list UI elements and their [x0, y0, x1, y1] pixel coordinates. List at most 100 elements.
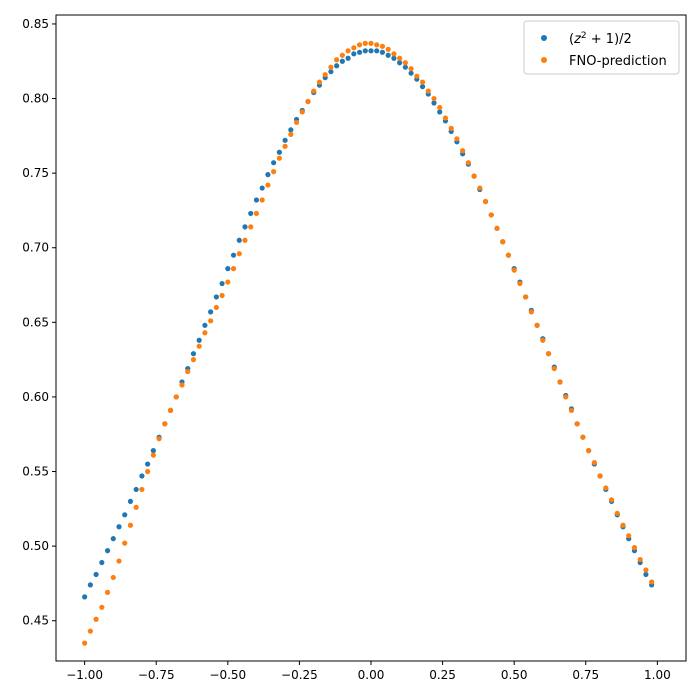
- x-tick-label: 0.25: [429, 668, 456, 682]
- point-series-2: [597, 473, 603, 479]
- point-series-2: [82, 640, 88, 646]
- point-series-2: [454, 136, 460, 142]
- point-series-2: [288, 131, 294, 137]
- point-series-2: [208, 318, 214, 324]
- point-series-2: [316, 79, 323, 85]
- point-series-1: [104, 548, 111, 554]
- point-series-2: [225, 279, 231, 285]
- point-series-2: [362, 40, 368, 46]
- point-series-2: [523, 294, 529, 300]
- point-series-2: [230, 266, 237, 272]
- point-series-2: [374, 42, 380, 48]
- legend-marker-series-1: [541, 35, 547, 41]
- point-series-1: [196, 337, 202, 343]
- point-series-2: [368, 40, 374, 46]
- point-series-1: [334, 63, 340, 69]
- point-series-1: [265, 172, 271, 178]
- point-series-2: [540, 337, 546, 343]
- point-series-1: [431, 100, 437, 106]
- point-series-2: [505, 252, 512, 258]
- legend-label-series-1: (z2 + 1)/2: [569, 31, 632, 47]
- point-series-2: [127, 522, 134, 528]
- point-series-1: [82, 594, 88, 600]
- point-series-1: [133, 486, 139, 493]
- point-series-2: [391, 51, 397, 57]
- point-series-1: [190, 351, 197, 357]
- point-series-2: [614, 510, 620, 516]
- point-series-2: [173, 394, 179, 400]
- point-series-2: [139, 486, 145, 493]
- point-series-2: [471, 173, 477, 179]
- point-series-1: [362, 48, 368, 54]
- point-series-1: [419, 84, 426, 90]
- point-series-2: [419, 79, 426, 85]
- point-series-2: [87, 628, 93, 634]
- point-series-2: [568, 407, 575, 413]
- point-series-2: [190, 357, 197, 363]
- point-series-2: [351, 45, 357, 51]
- y-tick-label: 0.60: [22, 390, 49, 404]
- point-series-2: [236, 251, 242, 257]
- point-series-2: [626, 533, 632, 539]
- point-series-1: [139, 473, 145, 479]
- point-series-2: [408, 66, 414, 72]
- point-series-2: [608, 497, 615, 503]
- x-tick-label: 0.00: [358, 668, 385, 682]
- point-series-2: [242, 237, 248, 243]
- point-series-2: [185, 368, 191, 375]
- point-series-1: [271, 160, 277, 166]
- point-series-2: [356, 42, 363, 48]
- point-series-1: [379, 49, 386, 55]
- point-series-2: [465, 160, 471, 166]
- point-series-2: [282, 143, 288, 149]
- point-series-2: [586, 448, 592, 454]
- point-series-2: [402, 60, 408, 66]
- point-series-2: [460, 148, 466, 154]
- point-series-2: [93, 616, 99, 622]
- point-series-2: [167, 407, 174, 413]
- x-axis: −1.00 −0.75 −0.50 −0.25 0.00 0.25 0.50 0.75 1.00: [66, 661, 671, 682]
- point-series-2: [253, 210, 260, 217]
- point-series-2: [637, 556, 643, 563]
- point-series-2: [202, 330, 208, 336]
- point-series-2: [345, 48, 351, 54]
- point-series-2: [179, 382, 185, 388]
- y-tick-label: 0.55: [22, 465, 49, 479]
- x-tick-label: −0.75: [138, 668, 175, 682]
- point-series-1: [208, 309, 214, 315]
- points-layer: [82, 40, 655, 646]
- point-series-1: [259, 185, 265, 191]
- point-series-2: [162, 421, 168, 427]
- point-series-1: [437, 109, 443, 115]
- point-series-2: [431, 95, 437, 102]
- legend-label-series-2: FNO-prediction: [569, 54, 667, 69]
- y-tick-label: 0.80: [22, 92, 49, 106]
- point-series-2: [259, 197, 265, 203]
- point-series-1: [391, 55, 397, 61]
- point-series-1: [225, 266, 231, 272]
- point-series-2: [437, 104, 443, 111]
- point-series-2: [477, 185, 483, 191]
- point-series-2: [110, 574, 116, 581]
- point-series-1: [87, 582, 93, 588]
- legend-marker-series-2: [541, 57, 547, 63]
- point-series-2: [271, 169, 277, 175]
- point-series-2: [379, 43, 386, 49]
- y-tick-label: 0.50: [22, 539, 49, 553]
- point-series-1: [122, 512, 128, 518]
- point-series-2: [482, 198, 489, 205]
- point-series-1: [230, 252, 237, 258]
- point-series-1: [385, 52, 391, 58]
- point-series-1: [397, 60, 403, 66]
- point-series-1: [219, 280, 225, 287]
- point-series-2: [580, 434, 586, 440]
- point-series-2: [414, 73, 420, 79]
- y-tick-label: 0.70: [22, 241, 49, 255]
- point-series-1: [374, 48, 380, 54]
- point-series-2: [339, 52, 345, 58]
- y-axis: 0.45 0.50 0.55 0.60 0.65 0.70 0.75 0.80 0.85: [22, 17, 56, 628]
- point-series-2: [385, 46, 391, 52]
- point-series-2: [293, 119, 300, 126]
